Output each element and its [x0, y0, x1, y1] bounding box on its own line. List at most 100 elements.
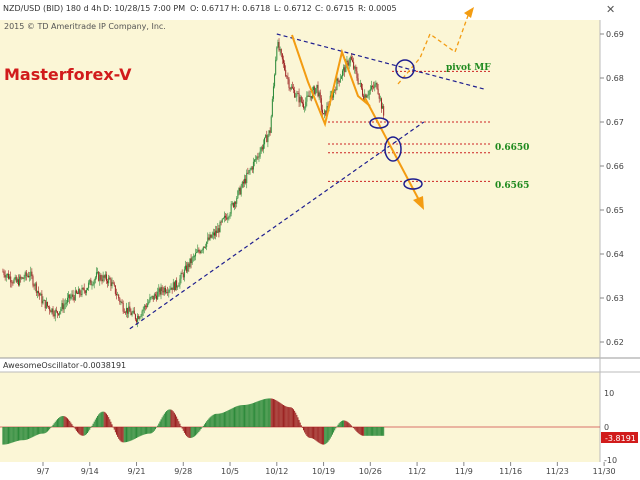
candle-body [95, 272, 97, 278]
oscillator-bar [249, 404, 251, 427]
oscillator-bar [304, 427, 306, 433]
oscillator-bar [375, 427, 377, 436]
candle-body [120, 301, 122, 303]
candle-body [108, 277, 110, 284]
candle-body [383, 106, 385, 116]
pivot-marker [395, 59, 415, 79]
oscillator-bar [97, 415, 99, 427]
oscillator-bar [259, 400, 261, 427]
candle-body [228, 216, 230, 218]
oscillator-bar [101, 411, 103, 427]
candle-body [183, 269, 185, 278]
oscillator-bar [43, 427, 45, 434]
candle-body [285, 69, 287, 76]
oscillator-bar [209, 417, 211, 427]
oscillator-bar [272, 398, 274, 427]
oscillator-bar [257, 401, 259, 427]
oscillator-bar [367, 427, 369, 436]
candle-body [160, 287, 162, 295]
candle-body [282, 59, 284, 64]
candle-body [54, 310, 56, 317]
oscillator-bar [56, 419, 58, 427]
candle-body [333, 90, 335, 98]
candle-body [278, 42, 280, 51]
candle-body [103, 275, 105, 278]
y-tick-label: 0.66 [606, 162, 624, 171]
candle-body [236, 198, 238, 204]
oscillator-bar [382, 427, 384, 436]
candle-body [169, 289, 171, 291]
oscillator-bar [347, 422, 349, 427]
candle-body [112, 282, 114, 284]
candle-body [104, 274, 106, 278]
oscillator-panel [0, 372, 600, 462]
oscillator-bar [190, 427, 192, 438]
candle-body [237, 190, 239, 199]
oscillator-bar [33, 427, 35, 437]
candle-body [294, 89, 296, 98]
oscillator-bar [51, 426, 53, 427]
x-tick-label: 9/14 [81, 467, 99, 476]
oscillator-bar [299, 422, 301, 427]
oscillator-bar [91, 425, 93, 427]
oscillator-bar [34, 427, 36, 436]
oscillator-bar [366, 427, 368, 436]
oscillator-bar [142, 427, 144, 435]
oscillator-bar [58, 418, 60, 427]
oscillator-bar [20, 427, 22, 441]
y-tick-label: 0.67 [606, 118, 624, 127]
oscillator-bar [133, 427, 135, 440]
candle-body [314, 86, 316, 94]
candle-body [63, 304, 65, 310]
candle-body [143, 305, 145, 310]
oscillator-bar [22, 427, 24, 441]
y-tick-label: 0.69 [606, 30, 624, 39]
candle-body [172, 282, 174, 290]
candle-body [364, 94, 366, 101]
oscillator-bar [187, 427, 189, 438]
oscillator-bar [189, 427, 191, 438]
candle-body [374, 84, 376, 88]
oscillator-bar [134, 427, 136, 439]
candle-body [201, 249, 203, 251]
oscillator-bar [64, 416, 66, 427]
candle-body [358, 83, 360, 85]
candle-body [286, 75, 288, 78]
oscillator-bar [301, 427, 303, 428]
candle-body [346, 60, 348, 62]
candle-body [40, 293, 42, 296]
oscillator-bar [156, 427, 158, 428]
y-tick-label: 0.68 [606, 74, 624, 83]
candle-body [75, 290, 77, 293]
oscillator-bar [215, 413, 217, 427]
oscillator-bar [380, 427, 382, 436]
candle-body [42, 300, 44, 304]
oscillator-bar [154, 427, 156, 430]
close-icon[interactable]: ✕ [603, 2, 617, 16]
oscillator-bar [140, 427, 142, 436]
oscillator-bar [368, 427, 370, 436]
oscillator-bar [23, 427, 25, 441]
oscillator-bar [45, 427, 47, 433]
oscillator-bar [6, 427, 8, 445]
oscillator-bar [307, 427, 309, 438]
candle-body [250, 167, 252, 170]
oscillator-bar [99, 413, 101, 427]
oscillator-bar [109, 419, 111, 427]
candle-body [223, 215, 225, 219]
oscillator-bar [120, 427, 122, 442]
y-tick-label: 0.63 [606, 294, 624, 303]
candle-body [340, 76, 342, 79]
oscillator-bar [55, 420, 57, 427]
candle-body [107, 280, 109, 284]
oscillator-bar [320, 427, 322, 445]
oscillator-bar [161, 417, 163, 427]
oscillator-bar [303, 427, 305, 431]
candle-body [369, 89, 371, 91]
candle-body [370, 85, 372, 90]
candle-body [65, 302, 67, 304]
oscillator-bar [230, 408, 232, 427]
candle-body [109, 277, 111, 280]
candle-body [156, 295, 158, 300]
